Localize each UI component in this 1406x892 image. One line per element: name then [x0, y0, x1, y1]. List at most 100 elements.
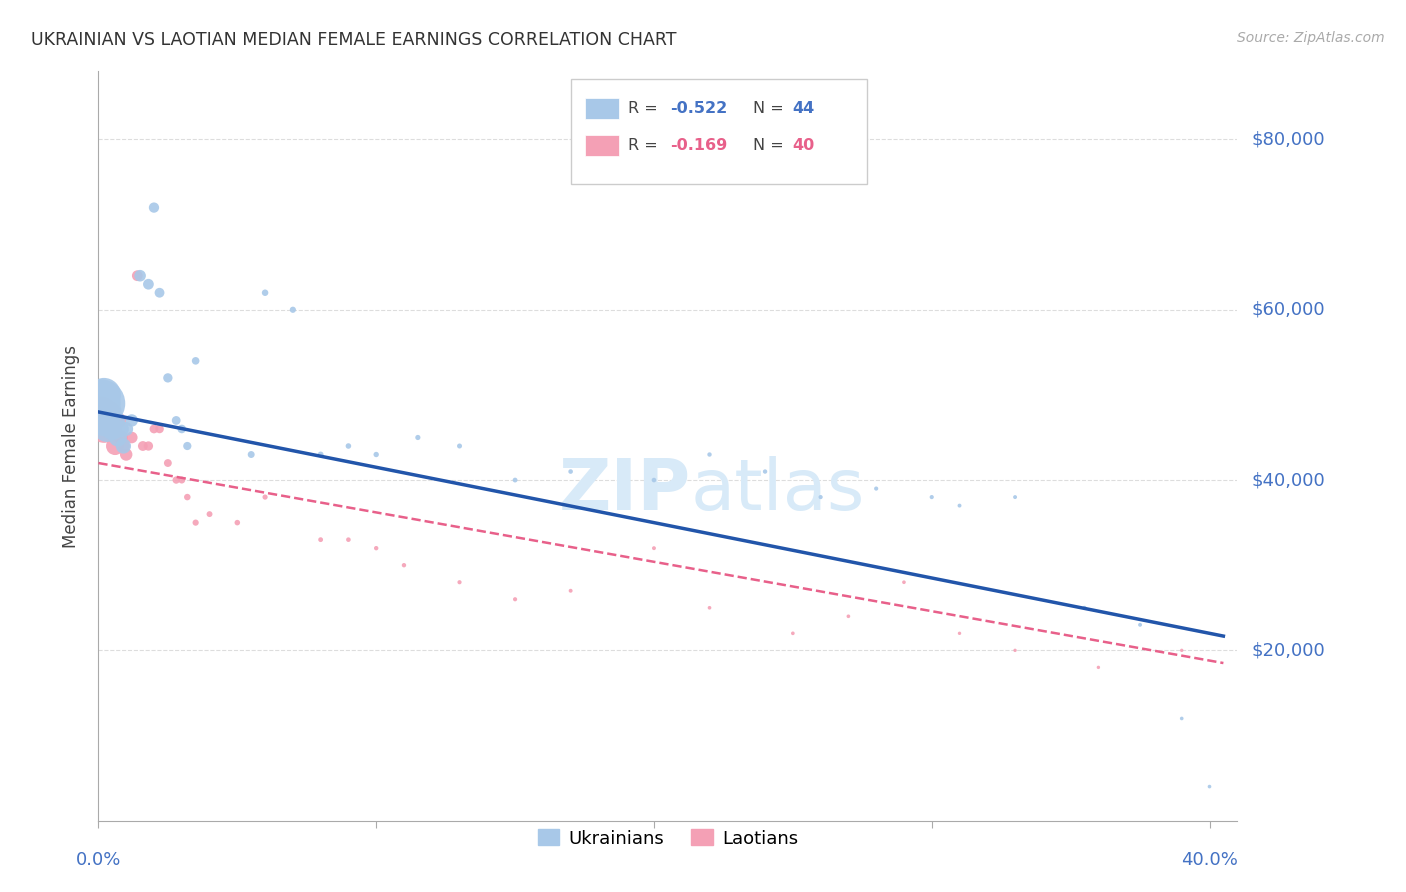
- Text: N =: N =: [754, 101, 789, 116]
- Point: [1004, 643, 1026, 657]
- Point: [198, 507, 221, 521]
- Point: [309, 448, 332, 462]
- Point: [121, 430, 143, 444]
- Text: 0.0%: 0.0%: [76, 851, 121, 869]
- Point: [699, 448, 721, 462]
- Text: $60,000: $60,000: [1251, 301, 1324, 318]
- Point: [138, 439, 160, 453]
- Point: [366, 448, 388, 462]
- Text: $40,000: $40,000: [1251, 471, 1324, 489]
- Point: [254, 490, 277, 504]
- Point: [226, 516, 249, 530]
- Point: [93, 388, 115, 402]
- Text: -0.169: -0.169: [671, 138, 727, 153]
- Point: [96, 413, 118, 427]
- Point: [337, 533, 360, 547]
- Point: [948, 499, 970, 513]
- Point: [184, 516, 207, 530]
- Point: [1170, 711, 1192, 725]
- Point: [156, 371, 179, 385]
- Legend: Ukrainians, Laotians: Ukrainians, Laotians: [529, 821, 807, 856]
- Point: [115, 422, 138, 436]
- Point: [176, 490, 198, 504]
- Point: [1129, 617, 1152, 632]
- Point: [96, 396, 118, 410]
- Point: [96, 422, 118, 436]
- Point: [1073, 600, 1095, 615]
- Point: [104, 413, 127, 427]
- Point: [107, 430, 129, 444]
- Point: [156, 456, 179, 470]
- Point: [643, 541, 665, 556]
- Point: [1198, 780, 1220, 794]
- Point: [143, 201, 166, 215]
- Point: [366, 541, 388, 556]
- Y-axis label: Median Female Earnings: Median Female Earnings: [62, 344, 80, 548]
- Text: R =: R =: [628, 101, 662, 116]
- Point: [643, 473, 665, 487]
- Point: [1170, 643, 1192, 657]
- Point: [98, 405, 121, 419]
- Point: [503, 473, 526, 487]
- Point: [184, 354, 207, 368]
- Text: N =: N =: [754, 138, 789, 153]
- Point: [921, 490, 943, 504]
- Point: [93, 413, 115, 427]
- FancyBboxPatch shape: [585, 97, 619, 119]
- Point: [449, 575, 471, 590]
- Text: 44: 44: [792, 101, 814, 116]
- Text: UKRAINIAN VS LAOTIAN MEDIAN FEMALE EARNINGS CORRELATION CHART: UKRAINIAN VS LAOTIAN MEDIAN FEMALE EARNI…: [31, 31, 676, 49]
- Point: [90, 396, 112, 410]
- Point: [170, 422, 193, 436]
- Point: [148, 422, 170, 436]
- Point: [112, 439, 135, 453]
- Point: [948, 626, 970, 640]
- Text: 40.0%: 40.0%: [1181, 851, 1237, 869]
- Point: [170, 473, 193, 487]
- Point: [110, 422, 132, 436]
- Point: [138, 277, 160, 292]
- Point: [165, 473, 187, 487]
- Point: [104, 439, 127, 453]
- Point: [127, 268, 149, 283]
- Point: [132, 439, 155, 453]
- Point: [865, 482, 887, 496]
- FancyBboxPatch shape: [585, 135, 619, 156]
- Text: $20,000: $20,000: [1251, 641, 1324, 659]
- Text: R =: R =: [628, 138, 662, 153]
- Point: [449, 439, 471, 453]
- Point: [115, 448, 138, 462]
- Point: [148, 285, 170, 300]
- Point: [392, 558, 415, 573]
- Point: [176, 439, 198, 453]
- Point: [110, 430, 132, 444]
- Point: [337, 439, 360, 453]
- Point: [107, 413, 129, 427]
- Text: atlas: atlas: [690, 457, 865, 525]
- Point: [503, 592, 526, 607]
- Point: [1004, 490, 1026, 504]
- Text: $80,000: $80,000: [1251, 130, 1324, 148]
- Text: ZIP: ZIP: [558, 457, 690, 525]
- Point: [782, 626, 804, 640]
- Point: [112, 439, 135, 453]
- Point: [560, 465, 582, 479]
- Point: [810, 490, 832, 504]
- Point: [893, 575, 915, 590]
- Point: [98, 405, 121, 419]
- Point: [143, 422, 166, 436]
- Point: [837, 609, 859, 624]
- Point: [754, 465, 776, 479]
- Point: [101, 422, 124, 436]
- Point: [1087, 660, 1109, 674]
- Point: [560, 583, 582, 598]
- Point: [281, 302, 304, 317]
- Point: [240, 448, 263, 462]
- Point: [406, 430, 429, 444]
- Text: -0.522: -0.522: [671, 101, 727, 116]
- Point: [101, 422, 124, 436]
- FancyBboxPatch shape: [571, 78, 868, 184]
- Point: [93, 422, 115, 436]
- Point: [129, 268, 152, 283]
- Text: Source: ZipAtlas.com: Source: ZipAtlas.com: [1237, 31, 1385, 45]
